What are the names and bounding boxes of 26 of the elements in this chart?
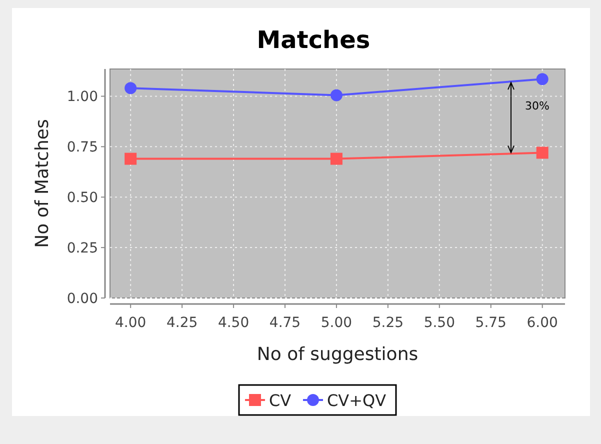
x-tick-label: 4.25 bbox=[166, 315, 198, 331]
point bbox=[536, 73, 548, 86]
x-tick-label: 6.00 bbox=[526, 315, 558, 331]
x-tick-label: 4.00 bbox=[115, 315, 146, 331]
y-tick-label: 0.00 bbox=[66, 291, 98, 307]
point bbox=[330, 89, 342, 102]
legend-label: CV bbox=[269, 391, 292, 410]
y-tick-label: 0.75 bbox=[66, 140, 98, 156]
x-tick-label: 4.50 bbox=[218, 315, 250, 331]
x-tick-label: 5.75 bbox=[475, 315, 506, 331]
point bbox=[330, 152, 342, 165]
y-tick-label: 0.50 bbox=[66, 190, 98, 206]
annotation: 30% bbox=[525, 100, 550, 113]
chart-title: Matches bbox=[256, 26, 370, 54]
x-tick-label: 5.25 bbox=[372, 315, 404, 331]
y-tick-label: 1.00 bbox=[66, 89, 98, 106]
y-axis-title: No of Matches bbox=[32, 119, 53, 248]
point bbox=[536, 146, 548, 159]
point bbox=[124, 152, 137, 165]
legend-label: CV+QV bbox=[327, 391, 386, 410]
y-tick-label: 0.25 bbox=[66, 240, 98, 257]
point bbox=[124, 82, 137, 94]
x-tick-label: 4.75 bbox=[269, 315, 301, 331]
x-axis-title: No of suggestions bbox=[256, 344, 418, 365]
x-tick-label: 5.50 bbox=[424, 315, 455, 331]
x-tick-label: 5.00 bbox=[320, 315, 352, 331]
